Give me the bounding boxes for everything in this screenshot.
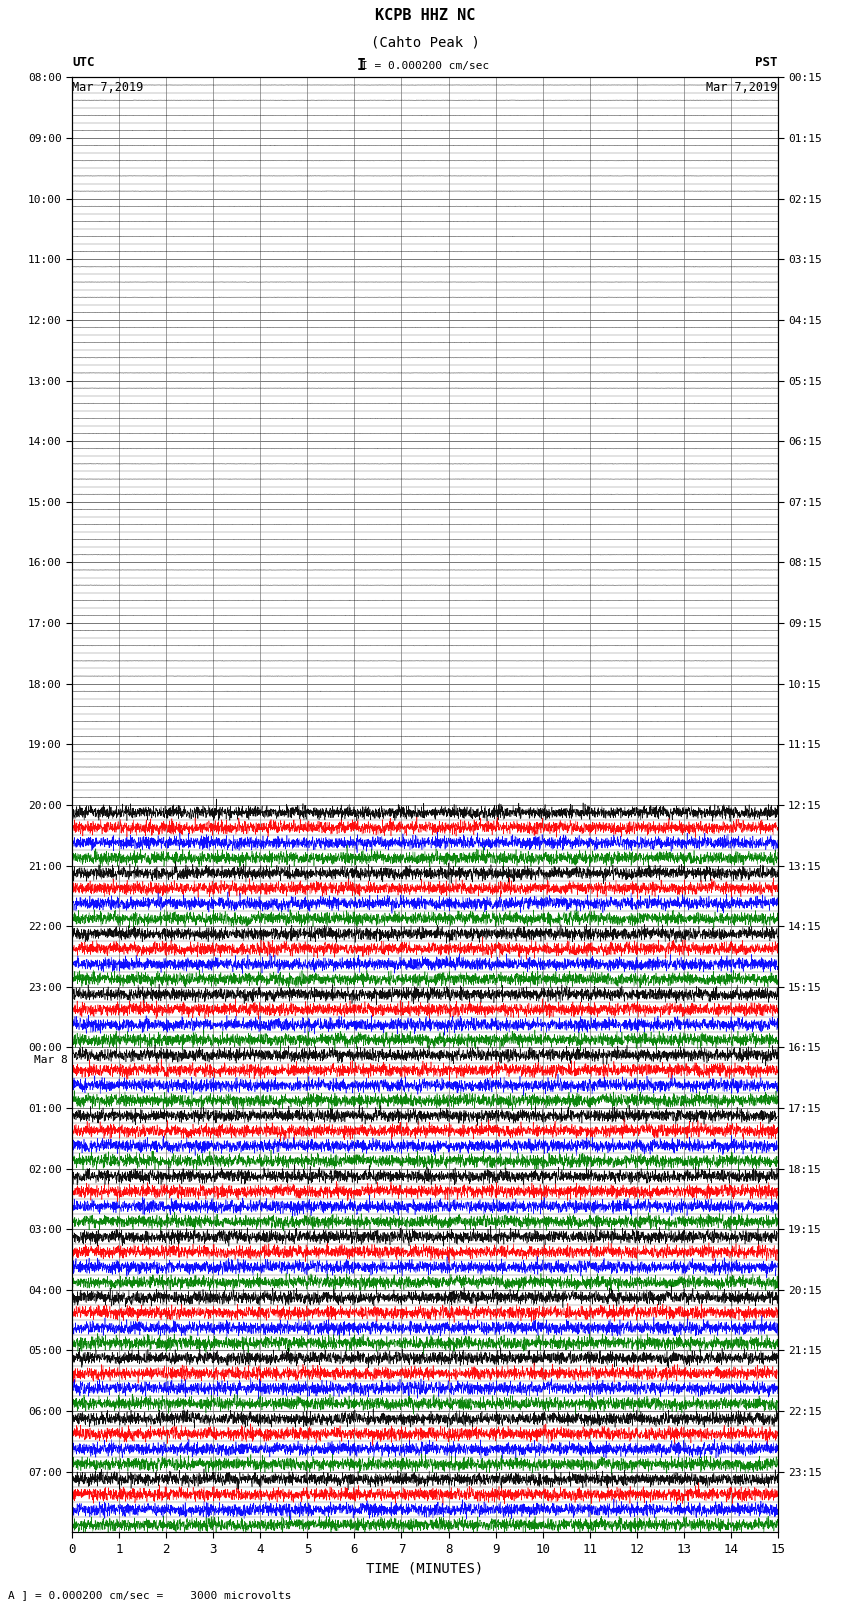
Text: PST: PST [756, 56, 778, 69]
Text: KCPB HHZ NC: KCPB HHZ NC [375, 8, 475, 23]
X-axis label: TIME (MINUTES): TIME (MINUTES) [366, 1561, 484, 1576]
Text: (Cahto Peak ): (Cahto Peak ) [371, 35, 479, 50]
Text: Mar 7,2019: Mar 7,2019 [72, 81, 144, 94]
Text: A ] = 0.000200 cm/sec =    3000 microvolts: A ] = 0.000200 cm/sec = 3000 microvolts [8, 1590, 292, 1600]
Text: Mar 8: Mar 8 [34, 1055, 68, 1066]
Text: UTC: UTC [72, 56, 94, 69]
Text: I: I [357, 58, 366, 73]
Text: I = 0.000200 cm/sec: I = 0.000200 cm/sec [361, 61, 489, 71]
Text: Mar 7,2019: Mar 7,2019 [706, 81, 778, 94]
